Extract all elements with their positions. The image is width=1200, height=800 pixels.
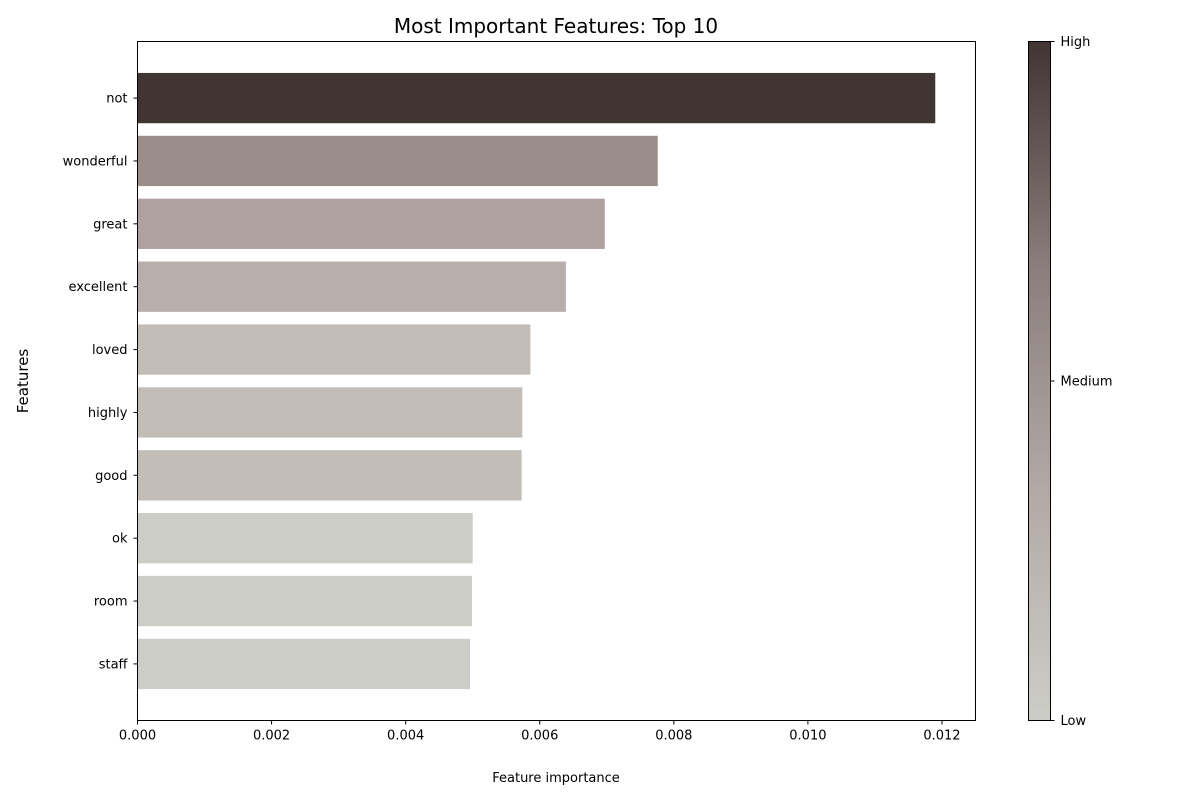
bar-ok: [137, 513, 473, 564]
y-tick-label-good: good: [95, 469, 127, 484]
y-tick-label-great: great: [93, 217, 127, 232]
colorbar-label-low: Low: [1061, 714, 1087, 729]
y-tick-label-not: not: [106, 92, 127, 107]
x-tick-label: 0.012: [923, 729, 960, 744]
y-tick-label-loved: loved: [92, 343, 128, 358]
y-tick-label-wonderful: wonderful: [63, 154, 128, 169]
x-axis-ticks: 0.000 0.002 0.004 0.006 0.008 0.010 0.012: [119, 720, 961, 744]
x-tick-label: 0.000: [119, 729, 156, 744]
chart-title: Most Important Features: Top 10: [394, 14, 718, 38]
bar-wonderful: [137, 135, 658, 187]
colorbar: Low Medium High: [1028, 35, 1113, 729]
bar-loved: [137, 324, 531, 375]
y-tick-label-ok: ok: [112, 532, 128, 547]
x-axis-label: Feature importance: [492, 771, 620, 786]
colorbar-gradient: [1028, 41, 1051, 721]
y-tick-label-room: room: [94, 595, 128, 610]
x-tick-label: 0.004: [387, 729, 424, 744]
plot-frame: [137, 41, 976, 721]
bar-not: [137, 72, 936, 124]
y-category-labels: not wonderful great excellent loved highly goo…: [63, 92, 138, 672]
bar-excellent: [137, 261, 566, 312]
bars-group: [137, 72, 936, 690]
x-tick-label: 0.002: [253, 729, 290, 744]
y-axis-label: Features: [14, 349, 32, 414]
bar-good: [137, 450, 522, 501]
y-tick-label-excellent: excellent: [69, 280, 128, 295]
bar-great: [137, 198, 605, 249]
y-tick-label-highly: highly: [88, 406, 128, 421]
y-tick-label-staff: staff: [99, 657, 129, 672]
x-tick-label: 0.008: [655, 729, 692, 744]
x-tick-label: 0.010: [789, 729, 826, 744]
bar-highly: [137, 387, 523, 438]
bar-room: [137, 575, 473, 627]
colorbar-label-high: High: [1061, 35, 1091, 50]
colorbar-label-medium: Medium: [1061, 375, 1113, 390]
x-tick-label: 0.006: [521, 729, 558, 744]
bar-staff: [137, 638, 471, 690]
